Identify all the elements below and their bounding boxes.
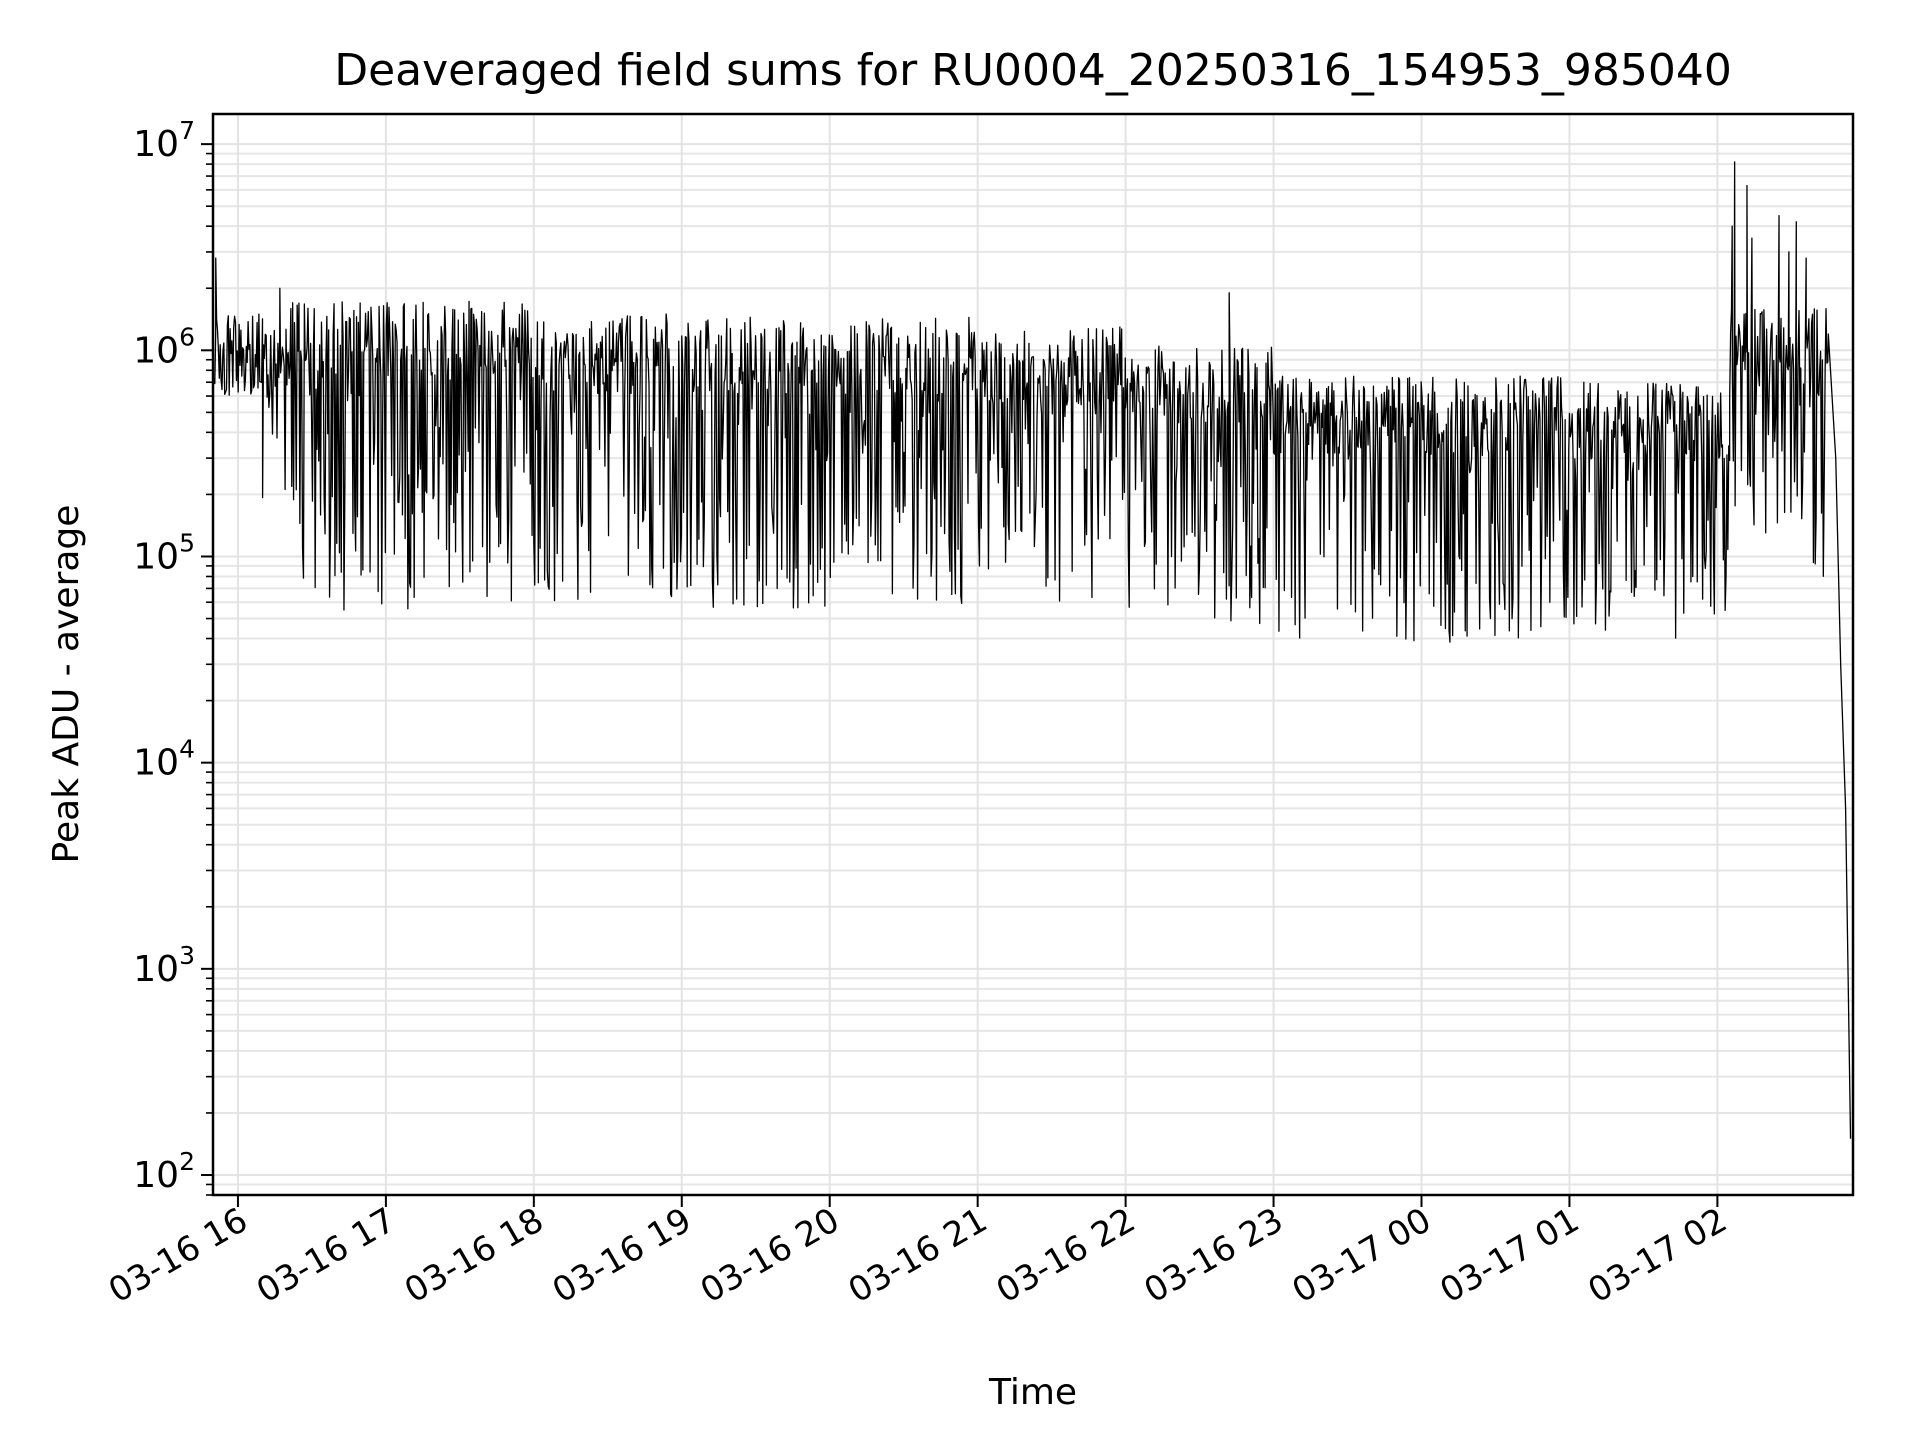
y-tick-label: 104 [133,735,195,784]
y-tick-label: 107 [133,116,195,165]
grid-lines [213,114,1853,1196]
y-tick-label: 106 [133,322,195,371]
axes-frame [211,112,1855,1197]
y-tick-label: 103 [133,941,195,990]
plot-area [212,161,1852,1139]
x-axis-label: Time [988,1372,1077,1413]
data-series-line [212,161,1852,1139]
y-tick-label: 105 [133,528,195,577]
chart-title: Deaveraged field sums for RU0004_2025031… [334,45,1732,96]
y-tick-label: 102 [133,1147,195,1196]
y-axis-label: Peak ADU - average [46,505,87,864]
y-axis: 102 103 104 105 106 107 [133,116,213,1196]
